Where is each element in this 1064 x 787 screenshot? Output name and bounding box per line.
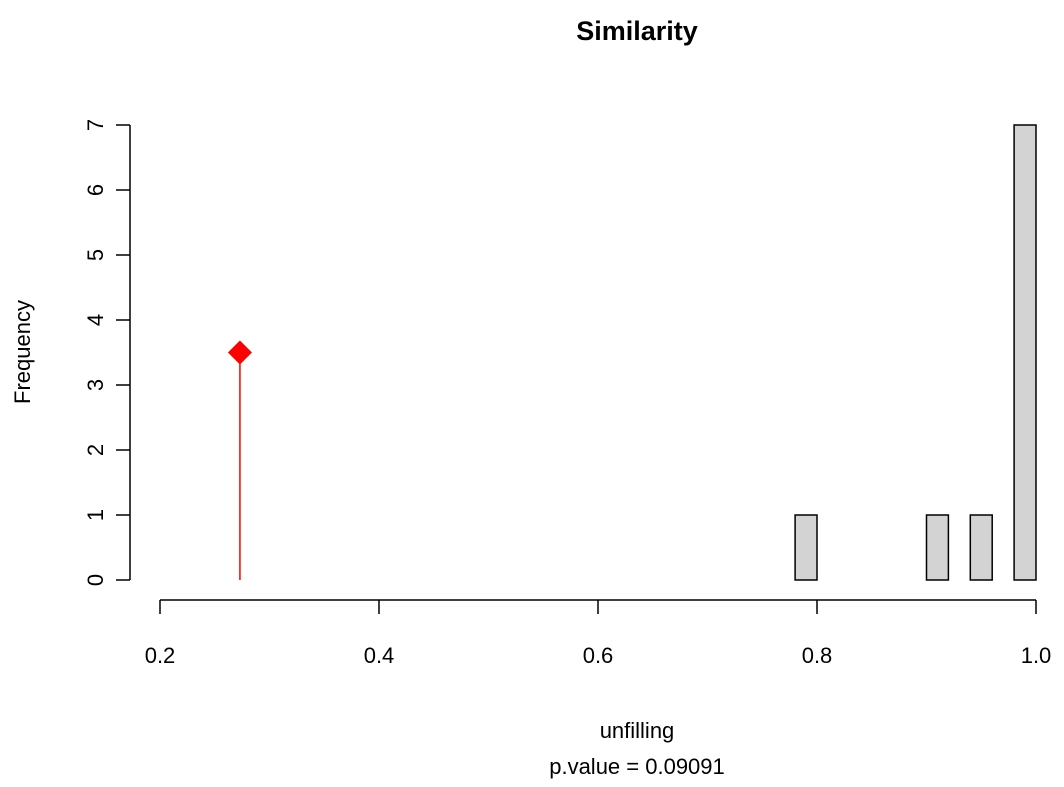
y-tick-label: 5	[83, 249, 108, 261]
y-tick-label: 7	[83, 119, 108, 131]
y-tick-label: 6	[83, 184, 108, 196]
y-tick-label: 3	[83, 379, 108, 391]
y-tick-label: 2	[83, 444, 108, 456]
y-axis-label: Frequency	[10, 300, 35, 404]
observed-marker	[227, 340, 252, 365]
x-tick-label: 0.6	[583, 643, 614, 668]
bar	[794, 514, 818, 581]
bar	[969, 514, 993, 581]
x-tick-label: 0.4	[364, 643, 395, 668]
subtitle: p.value = 0.09091	[549, 754, 725, 779]
bar	[925, 514, 950, 581]
x-axis-label: unfilling	[600, 718, 675, 743]
chart-title: Similarity	[576, 16, 698, 46]
bar	[1013, 124, 1037, 581]
x-tick-label: 1.0	[1021, 643, 1052, 668]
y-tick-label: 4	[83, 314, 108, 326]
x-tick-label: 0.8	[802, 643, 833, 668]
x-tick-label: 0.2	[145, 643, 176, 668]
y-tick-label: 1	[83, 509, 108, 521]
y-tick-label: 0	[83, 574, 108, 586]
